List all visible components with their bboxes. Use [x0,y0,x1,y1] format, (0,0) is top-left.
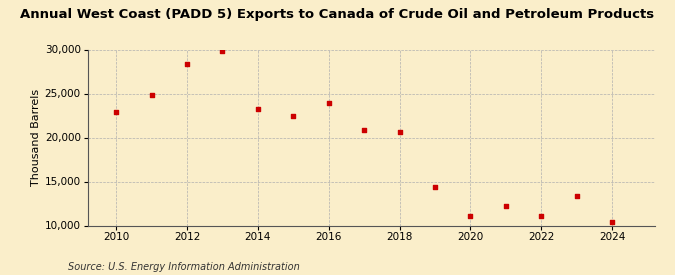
Point [358,127,369,132]
Point [182,61,192,66]
Point [288,113,298,118]
Point [146,93,157,97]
Point [217,49,227,53]
Point [323,101,334,105]
Point [252,107,263,112]
Text: Annual West Coast (PADD 5) Exports to Canada of Crude Oil and Petroleum Products: Annual West Coast (PADD 5) Exports to Ca… [20,8,655,21]
Y-axis label: Thousand Barrels: Thousand Barrels [30,89,40,186]
Text: Source: U.S. Energy Information Administration: Source: U.S. Energy Information Administ… [68,262,299,272]
Point [429,185,440,189]
Point [607,220,618,224]
Point [111,110,122,114]
Point [500,204,511,208]
Point [465,214,476,218]
Point [536,214,547,218]
Point [394,130,405,134]
Point [571,194,582,199]
